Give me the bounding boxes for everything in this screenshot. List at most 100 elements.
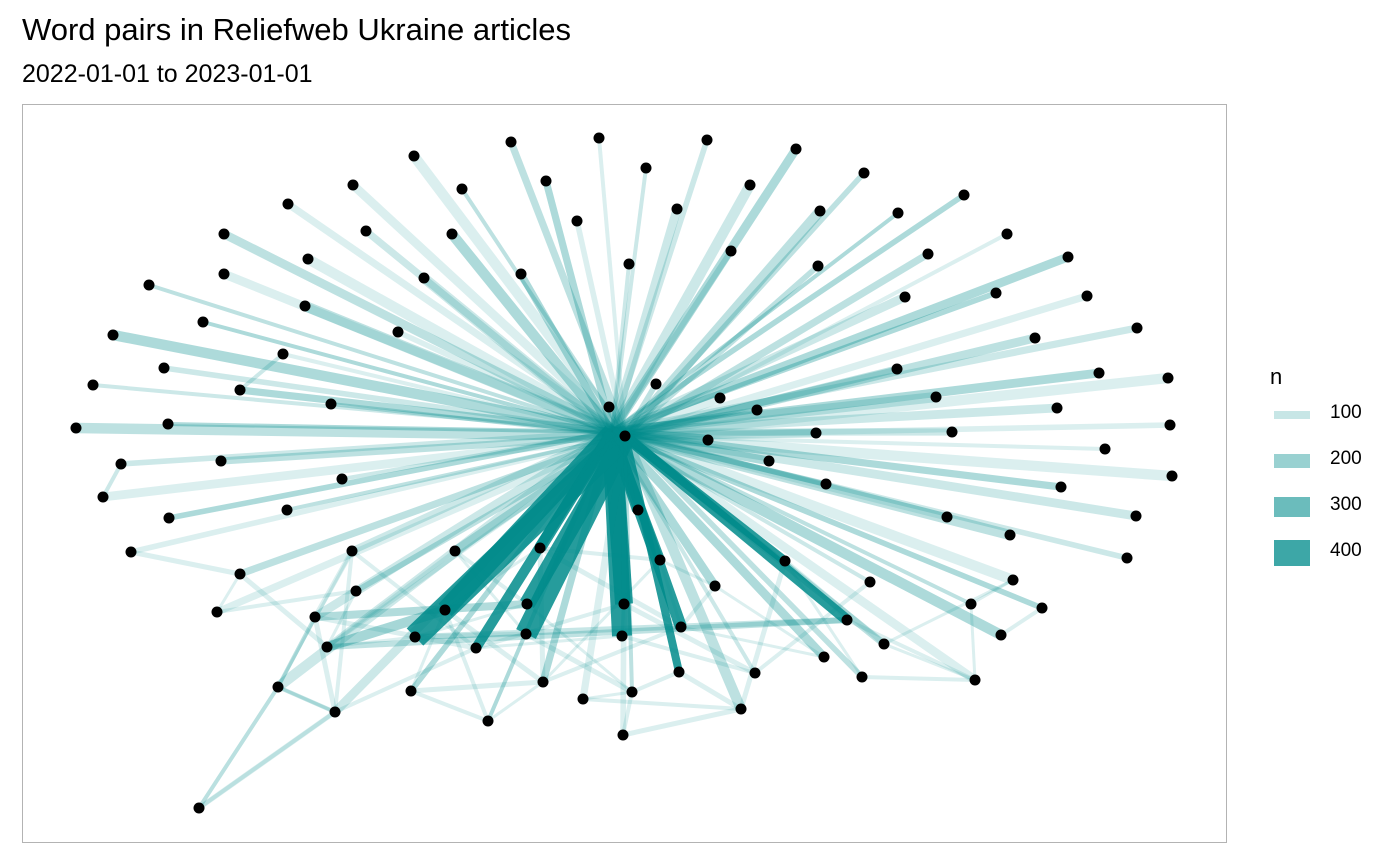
legend: n 100 200 300 400 [1262, 362, 1392, 576]
word-node [965, 598, 977, 610]
word-pair-edge [783, 560, 864, 678]
word-pair-edge [325, 590, 358, 648]
word-pair-edge [274, 427, 616, 692]
word-pair-edge [396, 329, 627, 439]
word-pair-edge [542, 625, 682, 684]
word-node [616, 630, 628, 642]
legend-items: 100 200 300 400 [1262, 392, 1392, 576]
word-pair-edge [611, 407, 758, 435]
word-node [810, 427, 822, 439]
word-pair-edge [363, 228, 615, 435]
word-node [87, 379, 99, 391]
word-pair-edge [609, 249, 734, 434]
word-node [505, 136, 517, 148]
word-pair-edge [622, 706, 742, 738]
word-node [1099, 443, 1111, 455]
word-node [418, 272, 430, 284]
word-node [1130, 510, 1142, 522]
word-pair-edge [621, 207, 824, 440]
word-pair-edge [623, 431, 1015, 585]
legend-label: 400 [1330, 540, 1362, 561]
word-pair-edge [623, 435, 634, 693]
word-node [930, 391, 942, 403]
word-node [650, 378, 662, 390]
word-pair-edge [624, 433, 827, 487]
word-pair-edge [453, 549, 529, 606]
word-pair-edge [460, 187, 627, 438]
word-pair-edge [597, 137, 627, 437]
word-node [1164, 419, 1176, 431]
word-pair-edge [277, 685, 336, 714]
word-pair-edge [409, 609, 447, 692]
word-pair-edge [443, 607, 545, 685]
word-pair-edge [333, 550, 354, 713]
word-pair-edge [608, 428, 828, 661]
word-pair-edge [624, 232, 1008, 438]
word-pair-edge [611, 290, 997, 435]
word-node [537, 676, 549, 688]
word-node [619, 430, 631, 442]
word-pair-edge [202, 320, 613, 434]
word-node [163, 512, 175, 524]
word-node [990, 287, 1002, 299]
word-pair-edge [325, 434, 627, 649]
word-pair-edge [610, 430, 757, 675]
word-pair-edge [611, 403, 1058, 437]
word-node [618, 598, 630, 610]
word-pair-edge [197, 709, 337, 811]
plot-title: Word pairs in Reliefweb Ukraine articles [22, 12, 572, 47]
word-pair-edge [624, 434, 972, 606]
word-node [1051, 402, 1063, 414]
word-pair-edge [610, 429, 1044, 611]
word-node [197, 316, 209, 328]
word-node [617, 729, 629, 741]
word-pair-edge [624, 432, 948, 521]
word-pair-edge [312, 428, 615, 621]
word-pair-edge [414, 631, 527, 640]
word-pair-edge [846, 618, 976, 682]
word-pair-edge [420, 273, 616, 437]
word-node [534, 542, 546, 554]
word-node [520, 628, 532, 640]
word-pair-edge [608, 146, 800, 435]
word-node [671, 203, 683, 215]
word-pair-edge [197, 710, 337, 810]
legend-item: 300 [1262, 484, 1392, 530]
word-pair-edge [325, 605, 447, 652]
word-pair-edge [216, 589, 357, 614]
word-node [302, 253, 314, 265]
word-pair-edge [312, 616, 338, 713]
word-pair-edge [783, 559, 849, 622]
word-pair-edge [679, 584, 717, 629]
word-pair-edge [659, 558, 716, 588]
word-node [456, 183, 468, 195]
word-pair-edge [305, 254, 628, 441]
legend-key [1274, 540, 1310, 566]
word-pair-edge [414, 617, 848, 640]
word-pair-edge [611, 428, 1062, 491]
word-node [1093, 367, 1105, 379]
word-node [735, 703, 747, 715]
word-pair-edge [487, 680, 544, 723]
word-pair-edge [624, 430, 1173, 482]
legend-label: 300 [1330, 494, 1362, 515]
word-pair-edge [623, 263, 820, 439]
word-node [449, 545, 461, 557]
word-node [521, 598, 533, 610]
word-pair-edge [276, 616, 317, 688]
word-pair-edge [238, 352, 285, 392]
word-pair-edge [334, 646, 477, 714]
word-pair-edge [507, 140, 629, 438]
word-node [281, 504, 293, 516]
word-node [626, 686, 638, 698]
word-pair-edge [579, 435, 629, 700]
word-pair-edge [624, 422, 1171, 439]
word-node [958, 189, 970, 201]
word-pair-edge [714, 584, 825, 659]
word-pair-edge [621, 634, 756, 675]
word-pair-edge [314, 600, 528, 621]
word-pair-edge [475, 602, 625, 650]
word-pair-edge [409, 152, 630, 440]
word-node [162, 418, 174, 430]
word-pair-edge [286, 434, 626, 512]
